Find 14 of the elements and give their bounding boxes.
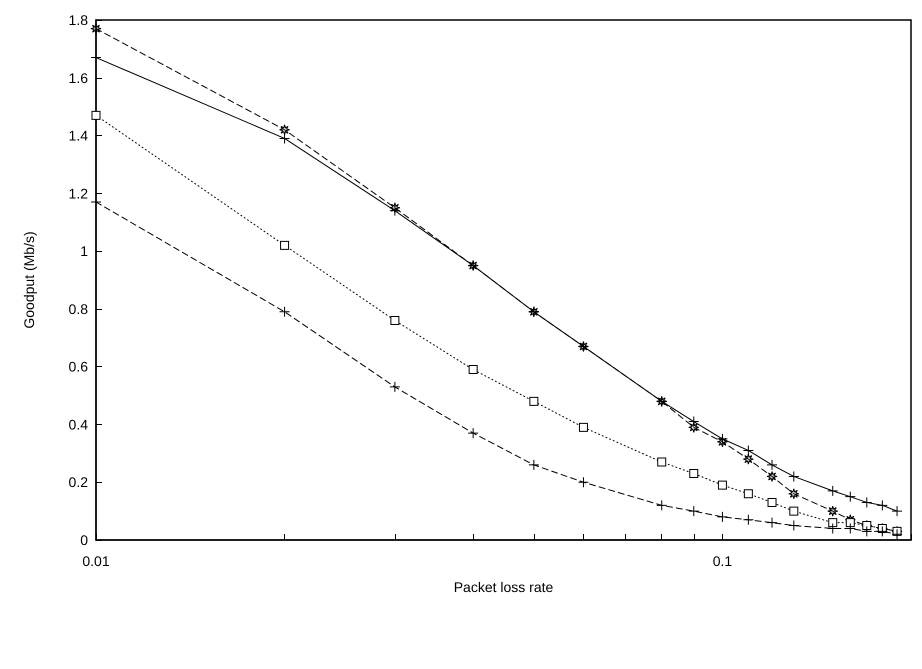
y-tick-label: 0.8 <box>68 300 88 317</box>
y-tick-label: 1.8 <box>68 12 88 28</box>
y-tick-label: 1.4 <box>68 128 88 144</box>
x-tick-label: 0.1 <box>712 553 732 569</box>
y-tick-label: 1.6 <box>68 70 88 86</box>
y-tick-label: 0.6 <box>68 358 88 375</box>
y-tick-label: 1 <box>80 243 88 260</box>
y-tick-label: 0.4 <box>68 416 88 432</box>
y-tick-label: 1.2 <box>68 185 88 202</box>
x-tick-label: 0.01 <box>82 553 110 569</box>
y-axis-title: Goodput (Mb/s) <box>21 231 37 329</box>
y-tick-label: 0 <box>80 532 88 548</box>
y-tick-label: 0.2 <box>68 474 88 490</box>
x-axis-title: Packet loss rate <box>454 579 554 595</box>
